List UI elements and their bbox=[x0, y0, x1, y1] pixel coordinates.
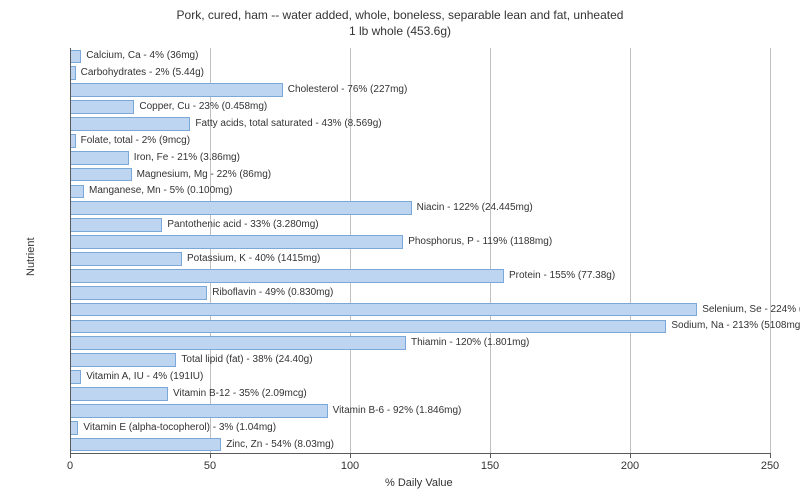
x-tick-label: 100 bbox=[341, 460, 359, 472]
nutrient-chart: Pork, cured, ham -- water added, whole, … bbox=[0, 0, 800, 500]
nutrient-bar-label: Vitamin B-6 - 92% (1.846mg) bbox=[333, 405, 462, 416]
nutrient-bar bbox=[70, 421, 78, 435]
x-axis-line bbox=[70, 453, 770, 454]
nutrient-bar bbox=[70, 303, 697, 317]
nutrient-bar bbox=[70, 201, 412, 215]
nutrient-bar-label: Fatty acids, total saturated - 43% (8.56… bbox=[195, 118, 381, 129]
nutrient-bar-label: Iron, Fe - 21% (3.86mg) bbox=[134, 152, 240, 163]
grid-line bbox=[770, 48, 771, 453]
nutrient-bar-label: Vitamin B-12 - 35% (2.09mcg) bbox=[173, 388, 307, 399]
nutrient-bar-label: Vitamin E (alpha-tocopherol) - 3% (1.04m… bbox=[83, 422, 276, 433]
grid-line bbox=[350, 48, 351, 453]
nutrient-bar-label: Magnesium, Mg - 22% (86mg) bbox=[137, 169, 272, 180]
nutrient-bar-label: Calcium, Ca - 4% (36mg) bbox=[86, 50, 198, 61]
nutrient-bar bbox=[70, 286, 207, 300]
nutrient-bar bbox=[70, 387, 168, 401]
nutrient-bar-label: Copper, Cu - 23% (0.458mg) bbox=[139, 101, 267, 112]
x-tick-label: 200 bbox=[621, 460, 639, 472]
nutrient-bar-label: Thiamin - 120% (1.801mg) bbox=[411, 337, 529, 348]
chart-title-line2: 1 lb whole (453.6g) bbox=[0, 24, 800, 40]
nutrient-bar-label: Vitamin A, IU - 4% (191IU) bbox=[86, 371, 203, 382]
nutrient-bar bbox=[70, 269, 504, 283]
plot-area: 050100150200250Calcium, Ca - 4% (36mg)Ca… bbox=[70, 48, 770, 453]
x-tick-label: 0 bbox=[67, 460, 73, 472]
nutrient-bar bbox=[70, 100, 134, 114]
nutrient-bar bbox=[70, 168, 132, 182]
nutrient-bar bbox=[70, 117, 190, 131]
nutrient-bar bbox=[70, 83, 283, 97]
nutrient-bar-label: Riboflavin - 49% (0.830mg) bbox=[212, 287, 333, 298]
grid-line bbox=[490, 48, 491, 453]
nutrient-bar bbox=[70, 151, 129, 165]
x-tick-label: 50 bbox=[204, 460, 216, 472]
chart-title: Pork, cured, ham -- water added, whole, … bbox=[0, 8, 800, 39]
nutrient-bar bbox=[70, 370, 81, 384]
nutrient-bar-label: Protein - 155% (77.38g) bbox=[509, 270, 615, 281]
nutrient-bar bbox=[70, 50, 81, 64]
y-axis-line bbox=[70, 48, 71, 453]
nutrient-bar bbox=[70, 218, 162, 232]
y-axis-title: Nutrient bbox=[25, 237, 37, 276]
nutrient-bar-label: Folate, total - 2% (9mcg) bbox=[81, 135, 190, 146]
nutrient-bar-label: Pantothenic acid - 33% (3.280mg) bbox=[167, 219, 318, 230]
x-tick bbox=[770, 453, 771, 458]
nutrient-bar bbox=[70, 320, 666, 334]
nutrient-bar-label: Cholesterol - 76% (227mg) bbox=[288, 84, 408, 95]
nutrient-bar-label: Sodium, Na - 213% (5108mg) bbox=[671, 320, 800, 331]
chart-title-line1: Pork, cured, ham -- water added, whole, … bbox=[0, 8, 800, 24]
nutrient-bar bbox=[70, 404, 328, 418]
nutrient-bar bbox=[70, 185, 84, 199]
nutrient-bar bbox=[70, 252, 182, 266]
nutrient-bar-label: Carbohydrates - 2% (5.44g) bbox=[81, 67, 204, 78]
nutrient-bar-label: Phosphorus, P - 119% (1188mg) bbox=[408, 236, 552, 247]
nutrient-bar-label: Zinc, Zn - 54% (8.03mg) bbox=[226, 439, 334, 450]
x-tick-label: 150 bbox=[481, 460, 499, 472]
nutrient-bar-label: Total lipid (fat) - 38% (24.40g) bbox=[181, 354, 312, 365]
nutrient-bar bbox=[70, 235, 403, 249]
x-tick-label: 250 bbox=[761, 460, 779, 472]
nutrient-bar bbox=[70, 353, 176, 367]
nutrient-bar bbox=[70, 336, 406, 350]
nutrient-bar-label: Selenium, Se - 224% (156.9mcg) bbox=[702, 304, 800, 315]
nutrient-bar-label: Manganese, Mn - 5% (0.100mg) bbox=[89, 185, 232, 196]
nutrient-bar-label: Niacin - 122% (24.445mg) bbox=[417, 202, 533, 213]
nutrient-bar bbox=[70, 438, 221, 452]
grid-line bbox=[630, 48, 631, 453]
nutrient-bar-label: Potassium, K - 40% (1415mg) bbox=[187, 253, 320, 264]
x-axis-title: % Daily Value bbox=[385, 477, 453, 489]
